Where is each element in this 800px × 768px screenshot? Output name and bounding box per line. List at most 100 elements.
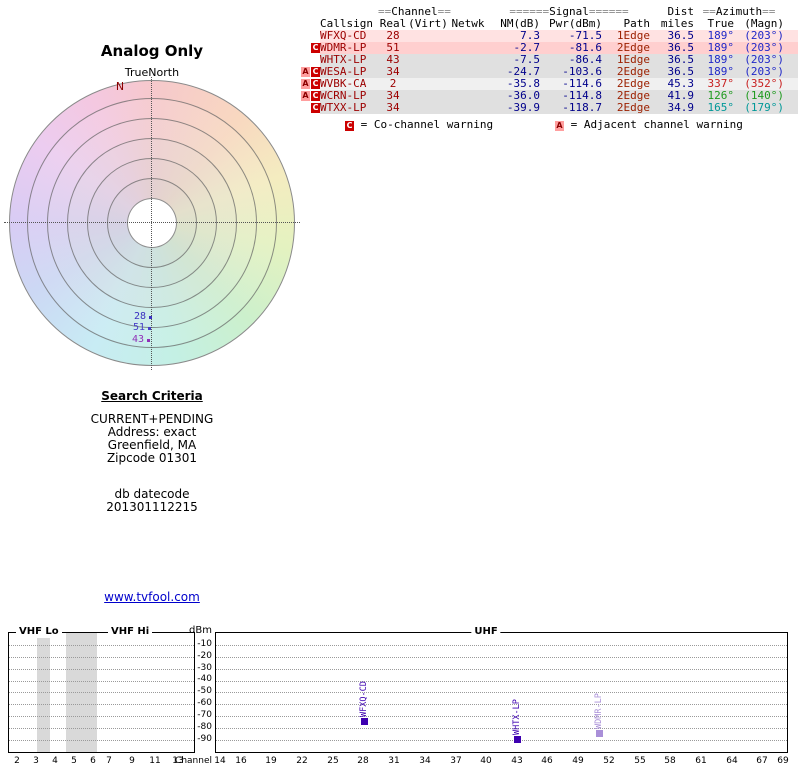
- cell-azimuth-true: 165°: [707, 101, 735, 114]
- cell-callsign: WCRN-LP: [320, 89, 367, 102]
- cell-path: 2Edge: [616, 101, 650, 114]
- warning-marker-cell: [300, 30, 320, 42]
- cell-real-channel: 34: [386, 65, 400, 78]
- cell-azimuth-true: 189°: [707, 53, 735, 66]
- tvfool-link[interactable]: www.tvfool.com: [104, 590, 200, 604]
- uhf-plot-area: WFXQ-CD WHTX-LP WDMR-LP: [215, 632, 788, 753]
- adjacent-channel-warning-icon: A: [555, 121, 564, 131]
- spectrum-chart: dBm WFXQ-CD WHTX-LP WDMR-LP VHF Lo VHF H…: [0, 620, 800, 768]
- cell-azimuth-magn: (203°): [744, 41, 784, 54]
- cell-real-channel: 2: [389, 77, 397, 90]
- adjacent-channel-warning-icon: A: [301, 91, 310, 101]
- cell-pwr-dbm: -114.8: [562, 89, 602, 102]
- cell-miles: 34.9: [667, 101, 695, 114]
- co-channel-warning-icon: C: [311, 91, 320, 101]
- cell-path: 1Edge: [616, 53, 650, 66]
- col-header-path: Path: [623, 17, 651, 30]
- cell-path: 2Edge: [616, 65, 650, 78]
- cell-azimuth-magn: (179°): [744, 101, 784, 114]
- db-datecode-label: db datecode: [114, 487, 190, 501]
- polar-marker-dot-28: [149, 316, 152, 319]
- adjacent-channel-warning-icon: A: [301, 67, 310, 77]
- polar-marker-label-28: 28: [133, 311, 146, 322]
- polar-marker-dot-51: [148, 327, 151, 330]
- cell-pwr-dbm: -103.6: [562, 65, 602, 78]
- polar-horizontal-axis: [4, 222, 300, 223]
- cell-pwr-dbm: -71.5: [568, 29, 602, 42]
- cell-miles: 41.9: [667, 89, 695, 102]
- criteria-line: Address: exact: [107, 425, 197, 439]
- signal-bar-wfxq-cd: [361, 718, 368, 725]
- cell-real-channel: 34: [386, 101, 400, 114]
- cell-real-channel: 34: [386, 89, 400, 102]
- cell-callsign: WESA-LP: [320, 65, 367, 78]
- cell-callsign: WFXQ-CD: [320, 29, 367, 42]
- cell-pwr-dbm: -86.4: [568, 53, 602, 66]
- cell-real-channel: 51: [386, 41, 400, 54]
- table-row: WFXQ-CD 28 7.3 -71.5 1Edge 36.5 189° (20…: [300, 30, 798, 42]
- co-channel-warning-icon: C: [311, 43, 320, 53]
- dbm-axis-label: dBm: [189, 625, 212, 636]
- col-header-netwk: Netwk: [451, 17, 485, 30]
- table-row: C WTXX-LP 34 -39.9 -118.7 2Edge 34.9 165…: [300, 102, 798, 114]
- table-row: C WDMR-LP 51 -2.7 -81.6 2Edge 36.5 189° …: [300, 42, 798, 54]
- cell-nm-db: -36.0: [506, 89, 540, 102]
- bar-label-whtx-lp: WHTX-LP: [512, 699, 522, 735]
- bar-label-wfxq-cd: WFXQ-CD: [359, 681, 369, 717]
- cell-miles: 36.5: [667, 29, 695, 42]
- signal-table: ==Channel== ======Signal====== Dist ==Az…: [300, 6, 798, 133]
- col-header-callsign: Callsign: [320, 17, 373, 30]
- cell-azimuth-magn: (203°): [744, 65, 784, 78]
- cell-path: 2Edge: [616, 77, 650, 90]
- cell-miles: 36.5: [667, 41, 695, 54]
- polar-marker-label-43: 43: [131, 334, 144, 345]
- cell-azimuth-magn: (140°): [744, 89, 784, 102]
- col-header-nm: NM(dB): [500, 17, 540, 30]
- cell-real-channel: 43: [386, 53, 400, 66]
- group-header-channel: ==Channel==: [378, 5, 451, 18]
- col-header-real: Real: [379, 17, 407, 30]
- cell-azimuth-true: 189°: [707, 65, 735, 78]
- cell-miles: 36.5: [667, 65, 695, 78]
- search-criteria: Search Criteria CURRENT+PENDING Address:…: [0, 390, 304, 514]
- cell-callsign: WDMR-LP: [320, 41, 367, 54]
- col-header-true: True: [707, 17, 735, 30]
- cell-callsign: WTXX-LP: [320, 101, 367, 114]
- polar-marker-label-51: 51: [132, 322, 145, 333]
- group-header-dist: Dist: [667, 5, 695, 18]
- polar-marker-dot-43: [147, 339, 150, 342]
- criteria-line: Greenfield, MA: [107, 438, 197, 452]
- cell-azimuth-true: 126°: [707, 89, 735, 102]
- cell-azimuth-magn: (352°): [744, 77, 784, 90]
- cell-pwr-dbm: -81.6: [568, 41, 602, 54]
- cell-miles: 36.5: [667, 53, 695, 66]
- cell-path: 2Edge: [616, 89, 650, 102]
- table-column-header-row: Callsign Real (Virt) Netwk NM(dB) Pwr(dB…: [300, 18, 798, 30]
- table-group-header-row: ==Channel== ======Signal====== Dist ==Az…: [300, 6, 798, 18]
- legend-co-channel: C = Co-channel warning: [345, 119, 493, 131]
- cell-azimuth-magn: (203°): [744, 53, 784, 66]
- col-header-magn: (Magn): [744, 17, 784, 30]
- co-channel-warning-icon: C: [311, 103, 320, 113]
- cell-nm-db: -39.9: [506, 101, 540, 114]
- channel-axis-label: Channel: [175, 756, 212, 766]
- warning-legend: C = Co-channel warning A = Adjacent chan…: [300, 119, 798, 133]
- legend-adjacent-channel-text: = Adjacent channel warning: [570, 118, 743, 131]
- legend-co-channel-text: = Co-channel warning: [360, 118, 494, 131]
- true-north-label: TrueNorth: [124, 66, 180, 79]
- cell-nm-db: 7.3: [520, 29, 540, 42]
- col-header-miles: miles: [660, 17, 694, 30]
- cell-nm-db: -35.8: [506, 77, 540, 90]
- signal-bar-wdmr-lp: [596, 730, 603, 737]
- cell-nm-db: -24.7: [506, 65, 540, 78]
- band-label-vhf-lo: VHF Lo: [16, 626, 62, 638]
- db-datecode-value: 201301112215: [106, 500, 198, 514]
- polar-plot-title: Analog Only: [100, 42, 204, 60]
- co-channel-warning-icon: C: [311, 67, 320, 77]
- cell-path: 2Edge: [616, 41, 650, 54]
